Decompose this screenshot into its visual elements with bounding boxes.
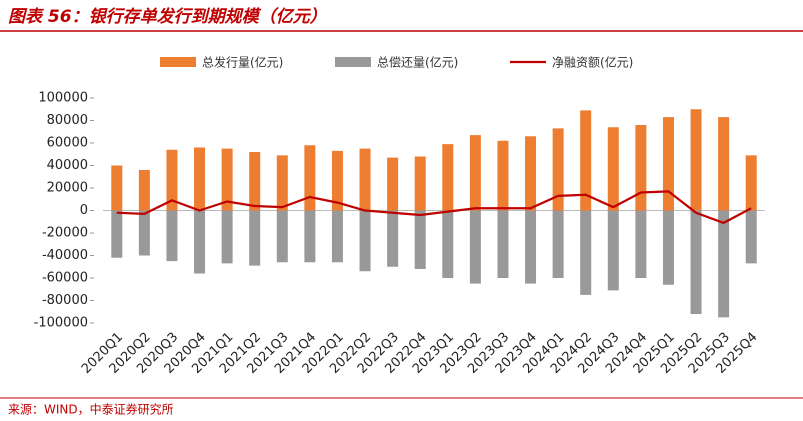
bar [166, 210, 178, 262]
bar [221, 148, 233, 211]
source: 来源：WIND，中泰证券研究所 [8, 402, 174, 417]
bar [249, 210, 261, 266]
bar [745, 155, 757, 211]
bar [718, 210, 730, 318]
legend-label: 净融资额(亿元) [552, 55, 633, 70]
bar [525, 136, 537, 211]
bar [331, 210, 343, 263]
bar [249, 152, 261, 211]
legend-label: 总发行量(亿元) [202, 55, 283, 70]
legend-label: 总偿还量(亿元) [377, 55, 458, 70]
y-tick-label: -100000 [34, 316, 88, 331]
bar [359, 148, 371, 211]
bar [497, 140, 509, 211]
bar [221, 210, 233, 264]
bar [414, 156, 426, 211]
bar [718, 117, 730, 211]
bar [607, 127, 619, 211]
bar [442, 144, 454, 211]
bar [111, 165, 123, 211]
bar [469, 135, 481, 211]
y-tick-label: -40000 [42, 248, 88, 263]
bar [387, 157, 399, 211]
bar [662, 117, 674, 211]
bar [194, 147, 206, 211]
y-tick-label: 100000 [38, 91, 88, 106]
bar [138, 210, 150, 256]
bar [497, 210, 509, 278]
bar [331, 150, 343, 211]
bar [662, 210, 674, 285]
bar [304, 210, 316, 263]
bar [276, 210, 288, 263]
y-tick-label: -20000 [42, 226, 88, 241]
y-tick-label: 0 [80, 203, 88, 218]
y-tick-label: 20000 [47, 181, 88, 196]
bar [745, 210, 757, 264]
bar [166, 149, 178, 211]
bar [138, 170, 150, 211]
bar [552, 128, 564, 211]
bar [635, 210, 647, 278]
bar [607, 210, 619, 291]
bar [635, 125, 647, 211]
bar [690, 210, 702, 314]
chart-title: 图表 56：银行存单发行到期规模（亿元） [8, 7, 327, 27]
bar [552, 210, 564, 278]
bar [387, 210, 399, 267]
bar [359, 210, 371, 272]
bar [276, 155, 288, 211]
y-tick-label: -80000 [42, 293, 88, 308]
bar [111, 210, 123, 258]
legend-swatch [335, 57, 371, 67]
bar [304, 145, 316, 211]
bar [690, 109, 702, 211]
bar [580, 110, 592, 211]
bar [469, 210, 481, 284]
y-tick-label: 80000 [47, 113, 88, 128]
bar [442, 210, 454, 278]
bar [525, 210, 537, 284]
bar [194, 210, 206, 274]
bar [414, 210, 426, 269]
line [116, 190, 752, 225]
y-tick-label: -60000 [42, 271, 88, 286]
bar [580, 210, 592, 295]
y-tick-label: 60000 [47, 136, 88, 151]
y-tick-label: 40000 [47, 158, 88, 173]
legend-swatch [160, 57, 196, 67]
